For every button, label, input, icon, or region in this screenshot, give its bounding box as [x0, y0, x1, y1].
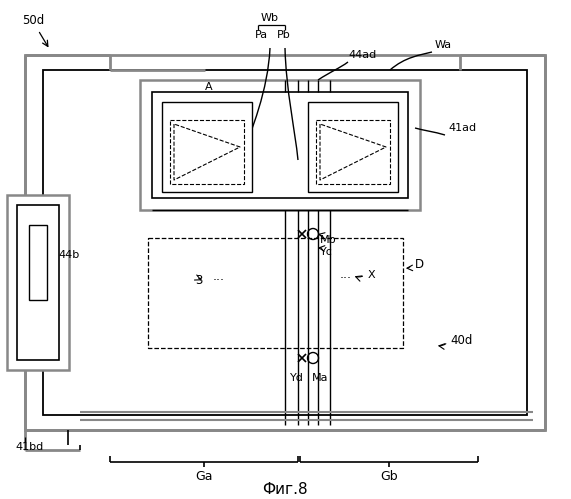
Text: Pb: Pb: [277, 30, 291, 40]
Text: Фиг.8: Фиг.8: [262, 483, 308, 498]
Bar: [140, 80, 420, 210]
Text: 41bd: 41bd: [15, 442, 43, 452]
Bar: [25, 55, 545, 430]
Text: Ga: Ga: [195, 470, 213, 483]
Bar: [152, 92, 408, 198]
Text: Mb: Mb: [320, 235, 337, 245]
Text: 44ad: 44ad: [348, 50, 376, 60]
Bar: [148, 238, 403, 348]
Text: Ma: Ma: [312, 373, 328, 383]
Text: A: A: [205, 82, 212, 92]
Text: X: X: [368, 270, 376, 280]
Text: 44b: 44b: [58, 250, 79, 260]
Text: ...: ...: [340, 268, 352, 281]
Text: 41ad: 41ad: [448, 123, 476, 133]
Bar: [162, 102, 252, 192]
Bar: [170, 120, 244, 184]
Text: Pa: Pa: [255, 30, 268, 40]
Text: ...: ...: [213, 270, 225, 283]
Bar: [17, 205, 59, 360]
Text: Wa: Wa: [435, 40, 452, 50]
Text: Gb: Gb: [380, 470, 398, 483]
Bar: [316, 120, 390, 184]
Text: 3: 3: [195, 273, 202, 286]
Bar: [29, 225, 47, 300]
Text: D: D: [415, 258, 424, 271]
Bar: [43, 70, 527, 415]
Text: 40d: 40d: [450, 333, 472, 346]
Text: Yc: Yc: [320, 247, 333, 257]
Text: Wb: Wb: [261, 13, 279, 23]
Text: Yd: Yd: [290, 373, 304, 383]
Text: 50d: 50d: [22, 13, 44, 26]
Bar: [308, 102, 398, 192]
Bar: [7, 195, 69, 370]
